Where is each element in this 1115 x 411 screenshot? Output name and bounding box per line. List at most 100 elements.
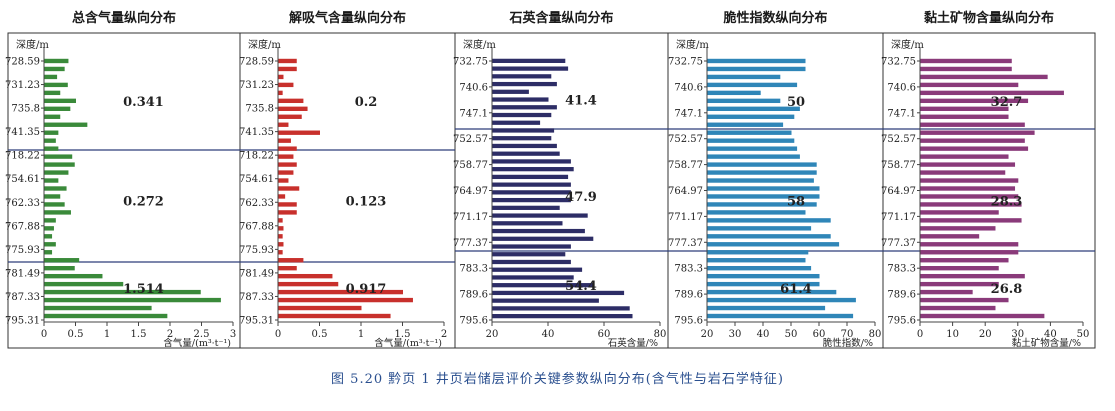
x-tick-label: 80 — [869, 329, 882, 340]
bar — [920, 154, 1009, 159]
bar — [920, 202, 1022, 207]
bar — [707, 178, 814, 183]
x-tick-label: 1.5 — [395, 329, 411, 340]
bar — [707, 218, 831, 223]
bar — [44, 74, 58, 80]
y-tick-label: 740.6 — [887, 82, 916, 93]
y-tick-label: 787.33 — [239, 292, 274, 303]
y-tick-label: 747.1 — [887, 108, 916, 119]
bar — [492, 97, 549, 102]
bar — [492, 221, 563, 226]
bar — [44, 162, 75, 167]
bar — [707, 122, 784, 127]
bar — [492, 275, 574, 280]
y-tick-label: 775.93 — [239, 245, 274, 256]
y-tick-label: 731.23 — [239, 80, 274, 91]
bar — [707, 202, 817, 207]
bar — [707, 98, 781, 104]
bar — [278, 194, 286, 199]
bar — [492, 81, 557, 87]
bar — [278, 234, 283, 239]
y-tick-label: 758.77 — [453, 160, 488, 171]
y-tick-label: 771.17 — [881, 212, 916, 223]
bar — [920, 218, 1022, 223]
bar — [707, 162, 817, 167]
bar — [44, 258, 80, 263]
bar — [278, 106, 308, 111]
bar — [492, 74, 552, 79]
zone-value-label: 61.4 — [780, 282, 812, 297]
zone-value-label: 0.341 — [123, 95, 164, 110]
bar — [278, 66, 297, 72]
bar — [707, 234, 831, 239]
zone-value-label: 54.4 — [565, 279, 597, 294]
bar — [492, 244, 571, 249]
bar — [492, 205, 560, 210]
bar — [920, 138, 1025, 143]
bar — [492, 58, 566, 63]
y-tick-label: 735.8 — [11, 104, 40, 115]
y-axis-label: 深度/m — [248, 38, 281, 51]
bar — [278, 313, 391, 319]
y-axis-label: 深度/m — [16, 38, 49, 51]
bar — [44, 250, 53, 255]
y-tick-label: 758.77 — [668, 160, 703, 171]
bar — [278, 289, 403, 295]
x-axis-label: 脆性指数/% — [823, 337, 873, 349]
bar — [492, 306, 630, 311]
bar — [707, 170, 817, 175]
bar — [278, 122, 289, 127]
y-tick-label: 775.93 — [5, 245, 40, 256]
y-tick-label: 740.6 — [459, 82, 488, 93]
bar — [920, 90, 1064, 96]
x-tick-label: 0 — [41, 329, 47, 340]
y-tick-label: 741.35 — [5, 127, 40, 138]
bar — [920, 106, 1009, 111]
bar — [44, 273, 103, 279]
zone-value-label: 0.123 — [346, 194, 387, 209]
bar — [707, 313, 854, 319]
bar — [278, 178, 289, 183]
bar — [707, 154, 800, 159]
zone-value-label: 0.2 — [355, 95, 378, 110]
y-tick-label: 781.49 — [5, 268, 40, 279]
bar — [278, 226, 284, 231]
bar — [920, 74, 1048, 80]
bar — [278, 242, 284, 247]
y-tick-label: 795.6 — [887, 316, 916, 327]
y-tick-label: 747.1 — [674, 108, 703, 119]
bar — [44, 242, 56, 247]
bar — [44, 58, 69, 64]
y-tick-label: 783.3 — [459, 264, 488, 275]
y-tick-label: 732.75 — [881, 57, 916, 68]
y-tick-label: 795.31 — [5, 316, 40, 327]
y-tick-label: 783.3 — [887, 264, 916, 275]
bar — [44, 305, 152, 311]
y-tick-label: 789.6 — [887, 290, 916, 301]
bar — [44, 170, 69, 175]
y-tick-label: 732.75 — [668, 57, 703, 68]
bar — [707, 242, 840, 247]
bar — [278, 138, 291, 143]
bar — [920, 146, 1029, 151]
bar — [492, 314, 633, 319]
bar — [707, 82, 798, 88]
y-tick-label: 741.35 — [239, 127, 274, 138]
y-tick-label: 747.1 — [459, 108, 488, 119]
y-tick-label: 777.37 — [881, 238, 916, 249]
y-tick-label: 781.49 — [239, 268, 274, 279]
bar — [278, 90, 283, 96]
y-tick-label: 752.57 — [453, 134, 488, 145]
bar — [920, 82, 1019, 88]
zone-value-label: 58 — [787, 194, 805, 209]
bar — [707, 194, 820, 199]
x-tick-label: 1.5 — [131, 329, 147, 340]
y-tick-label: 740.6 — [674, 82, 703, 93]
bar — [920, 281, 999, 287]
y-tick-label: 732.75 — [453, 57, 488, 68]
bar — [492, 298, 599, 303]
x-tick-label: 0 — [275, 329, 281, 340]
x-tick-label: 0.5 — [68, 329, 84, 340]
y-tick-label: 771.17 — [453, 212, 488, 223]
